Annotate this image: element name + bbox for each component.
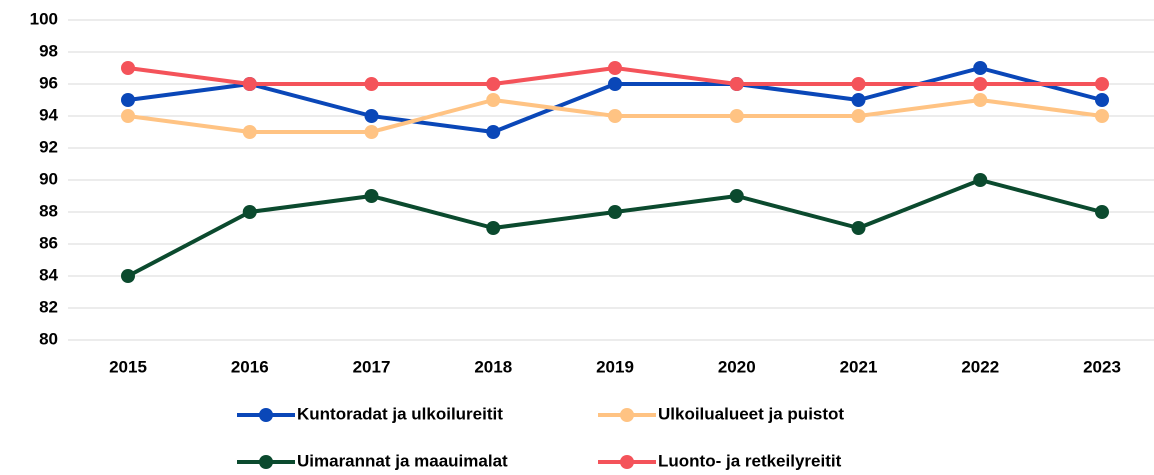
legend-marker xyxy=(620,408,634,422)
legend-marker xyxy=(259,408,273,422)
y-tick-label: 96 xyxy=(39,73,58,92)
y-tick-label: 80 xyxy=(39,329,58,348)
legend-label: Luonto- ja retkeilyreitit xyxy=(658,451,842,470)
point xyxy=(1095,93,1109,107)
point xyxy=(486,221,501,235)
y-tick-label: 82 xyxy=(39,297,58,316)
series-line xyxy=(127,178,1103,278)
point xyxy=(608,61,622,75)
point xyxy=(364,77,379,91)
point xyxy=(729,189,744,203)
x-tick-label: 2019 xyxy=(596,357,634,376)
point xyxy=(364,125,379,139)
point xyxy=(729,109,744,123)
point xyxy=(1095,77,1109,91)
point xyxy=(121,269,135,283)
point xyxy=(242,205,257,219)
y-tick-label: 86 xyxy=(39,233,58,252)
y-tick-label: 100 xyxy=(30,9,58,28)
x-tick-label: 2015 xyxy=(109,357,147,376)
point xyxy=(608,77,622,91)
y-tick-label: 98 xyxy=(39,41,58,60)
point xyxy=(973,77,988,91)
point xyxy=(242,125,257,139)
point xyxy=(973,93,988,107)
x-tick-label: 2016 xyxy=(231,357,269,376)
legend-marker xyxy=(259,455,273,469)
legend-marker xyxy=(620,455,634,469)
point xyxy=(729,77,744,91)
x-tick-label: 2021 xyxy=(840,357,878,376)
point xyxy=(1095,205,1109,219)
point xyxy=(851,221,866,235)
y-tick-label: 92 xyxy=(39,137,58,156)
x-tick-label: 2020 xyxy=(718,357,756,376)
point xyxy=(364,109,379,123)
point xyxy=(121,93,135,107)
y-tick-label: 94 xyxy=(39,105,58,124)
x-tick-label: 2018 xyxy=(474,357,512,376)
point xyxy=(851,109,866,123)
point xyxy=(364,189,379,203)
y-tick-label: 90 xyxy=(39,169,58,188)
x-tick-label: 2022 xyxy=(961,357,999,376)
point xyxy=(121,109,135,123)
legend-label: Uimarannat ja maauimalat xyxy=(297,451,508,470)
x-tick-label: 2023 xyxy=(1083,357,1121,376)
legend-label: Ulkoilualueet ja puistot xyxy=(658,404,844,423)
point xyxy=(608,109,622,123)
point xyxy=(486,125,501,139)
y-tick-label: 84 xyxy=(39,265,58,284)
point xyxy=(1095,109,1109,123)
point xyxy=(486,93,501,107)
point xyxy=(121,61,135,75)
y-tick-label: 88 xyxy=(39,201,58,220)
point xyxy=(486,77,501,91)
point xyxy=(242,77,257,91)
legend-label: Kuntoradat ja ulkoilureitit xyxy=(297,404,503,423)
point xyxy=(608,205,622,219)
x-tick-label: 2017 xyxy=(353,357,391,376)
point xyxy=(973,173,988,187)
point xyxy=(973,61,988,75)
point xyxy=(851,77,866,91)
point xyxy=(851,93,866,107)
